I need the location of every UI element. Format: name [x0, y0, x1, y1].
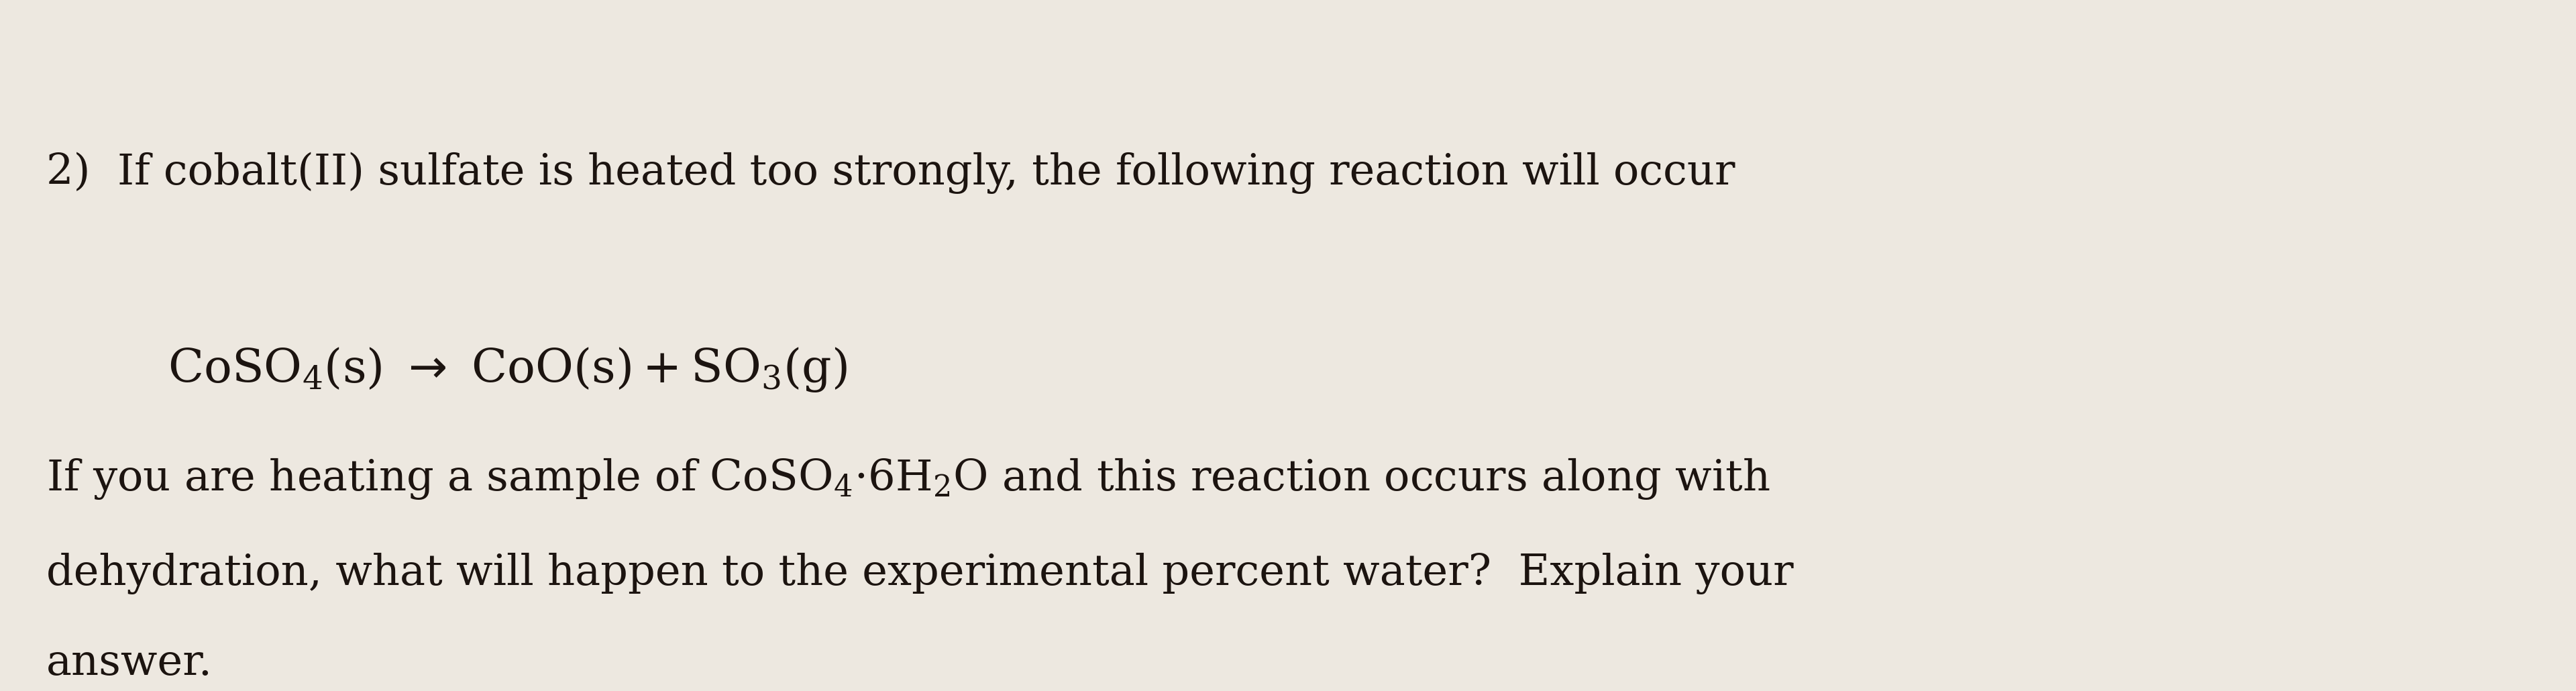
Text: If you are heating a sample of $\mathregular{CoSO_4{\cdot}6H_2O}$ and this react: If you are heating a sample of $\mathreg…: [46, 456, 1770, 501]
Text: $\mathregular{CoSO_4(s)}$ $\rightarrow$ $\mathregular{CoO(s) + SO_3(g)}$: $\mathregular{CoSO_4(s)}$ $\rightarrow$ …: [167, 346, 848, 394]
Text: answer.: answer.: [46, 643, 214, 683]
Text: 2)  If cobalt(II) sulfate is heated too strongly, the following reaction will oc: 2) If cobalt(II) sulfate is heated too s…: [46, 152, 1736, 194]
Text: dehydration, what will happen to the experimental percent water?  Explain your: dehydration, what will happen to the exp…: [46, 553, 1793, 594]
